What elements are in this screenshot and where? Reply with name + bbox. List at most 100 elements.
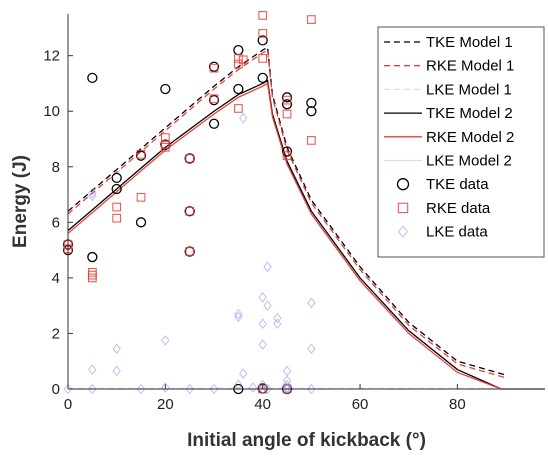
lke-data-point bbox=[307, 297, 316, 309]
tke-data-point bbox=[111, 172, 122, 184]
rke-data-point bbox=[258, 54, 268, 63]
lke-data-point bbox=[248, 382, 258, 393]
rke-data-point bbox=[136, 149, 146, 159]
rke-data-point bbox=[233, 54, 243, 63]
rke-data-point bbox=[112, 202, 122, 212]
y-axis-title: Energy (J) bbox=[10, 155, 31, 248]
tke-data-point bbox=[135, 217, 147, 228]
rke-data-point bbox=[209, 94, 219, 104]
lke-data-point bbox=[161, 382, 170, 393]
x-tick-label: 40 bbox=[254, 396, 271, 413]
tke-data-point bbox=[208, 118, 220, 129]
tke-data-point bbox=[184, 153, 195, 164]
rke-data-point bbox=[185, 206, 195, 216]
y-tick-label: 6 bbox=[52, 214, 60, 231]
rke-data-point bbox=[136, 192, 146, 202]
y-tick-label: 10 bbox=[43, 103, 60, 120]
lke-data-point bbox=[161, 335, 170, 346]
rke-data-point bbox=[87, 273, 97, 283]
lke-data-point bbox=[185, 383, 194, 395]
lke-data-point bbox=[136, 383, 146, 395]
tke-data-point bbox=[208, 94, 220, 106]
y-tick-label: 2 bbox=[52, 325, 60, 342]
lke-data-point bbox=[307, 343, 316, 355]
legend-label-tke-data: TKE data bbox=[426, 176, 489, 193]
lke-data-point bbox=[88, 364, 97, 375]
tke-data-point bbox=[281, 146, 293, 157]
axes: 0 20 40 60 80 0 2 4 6 8 10 12 Initial angle of kickb… bbox=[10, 14, 545, 451]
legend-label-tke-model-2: TKE Model 2 bbox=[426, 105, 513, 122]
tke-data-point bbox=[233, 44, 244, 56]
tke-data-point bbox=[87, 72, 98, 84]
lke-data-point bbox=[238, 368, 248, 380]
tke-data-point bbox=[257, 35, 268, 46]
rke-data-point bbox=[233, 104, 243, 113]
rke-data-point bbox=[87, 267, 97, 277]
series-line-rke-model-1 bbox=[67, 49, 507, 379]
lke-data-point bbox=[307, 383, 316, 395]
rke-data-point bbox=[209, 63, 219, 73]
rke-data-point bbox=[282, 95, 292, 105]
series-line-rke-model-2 bbox=[67, 82, 502, 390]
tke-data-point bbox=[306, 106, 317, 117]
rke-data-point bbox=[258, 11, 268, 20]
rke-data-point bbox=[306, 136, 316, 145]
tke-data-point bbox=[208, 61, 220, 72]
rke-data-point bbox=[185, 247, 195, 256]
legend-swatch-rke-data bbox=[397, 202, 409, 214]
rke-data-point bbox=[160, 142, 170, 152]
lke-data-point bbox=[88, 383, 97, 395]
tke-data-point bbox=[281, 92, 293, 103]
lke-data-point bbox=[209, 383, 219, 395]
y-tick-label: 4 bbox=[52, 270, 60, 287]
legend-swatch-tke-data bbox=[396, 178, 410, 191]
y-tick-label: 8 bbox=[52, 159, 60, 176]
x-axis-title: Initial angle of kickback (°) bbox=[187, 430, 426, 451]
rke-data-point bbox=[282, 109, 292, 119]
lke-data-point bbox=[282, 382, 292, 393]
x-tick-label: 80 bbox=[449, 396, 466, 413]
tke-data-point bbox=[184, 246, 195, 257]
lke-data-point bbox=[258, 339, 267, 350]
legend-label-lke-model-1: LKE Model 1 bbox=[426, 81, 512, 98]
rke-data-point bbox=[87, 270, 97, 280]
lke-data-point bbox=[273, 312, 282, 324]
lke-data-point bbox=[258, 292, 267, 303]
tke-data-point bbox=[87, 251, 98, 263]
lke-data-point bbox=[63, 383, 73, 395]
series-line-tke-model-1 bbox=[67, 46, 507, 376]
lke-data-point bbox=[263, 383, 272, 395]
tke-data-point bbox=[184, 206, 195, 217]
legend-swatch-lke-data bbox=[397, 225, 409, 238]
rke-data-point bbox=[185, 154, 195, 163]
legend-label-rke-model-2: RKE Model 2 bbox=[426, 129, 514, 146]
lke-data-point bbox=[88, 187, 97, 199]
y-tick-label: 0 bbox=[52, 381, 60, 398]
tke-data-point bbox=[306, 97, 317, 109]
tke-data-point bbox=[111, 183, 122, 195]
y-tick-label: 12 bbox=[43, 48, 60, 65]
rke-data-point bbox=[160, 133, 170, 142]
lke-data-point bbox=[234, 308, 243, 320]
legend-label-lke-model-2: LKE Model 2 bbox=[426, 153, 512, 170]
legend-label-rke-model-1: RKE Model 1 bbox=[426, 58, 514, 75]
tke-data-point bbox=[160, 139, 171, 150]
rke-data-point bbox=[112, 213, 122, 223]
rke-data-point bbox=[282, 151, 292, 161]
lke-data-point bbox=[282, 383, 292, 395]
lke-data-point bbox=[112, 343, 121, 355]
tke-data-point bbox=[160, 83, 171, 95]
tke-data-point bbox=[233, 83, 244, 95]
x-tick-label: 60 bbox=[352, 396, 369, 413]
rke-data-point bbox=[258, 29, 268, 38]
tke-data-point bbox=[135, 150, 147, 161]
lke-data-point bbox=[258, 318, 267, 330]
lke-data-point bbox=[238, 112, 248, 124]
lke-data-point bbox=[273, 318, 282, 330]
rke-data-point bbox=[306, 15, 316, 24]
legend-label-lke-data: LKE data bbox=[426, 224, 488, 241]
lke-data-point bbox=[282, 375, 292, 386]
tke-data-point bbox=[281, 99, 293, 110]
